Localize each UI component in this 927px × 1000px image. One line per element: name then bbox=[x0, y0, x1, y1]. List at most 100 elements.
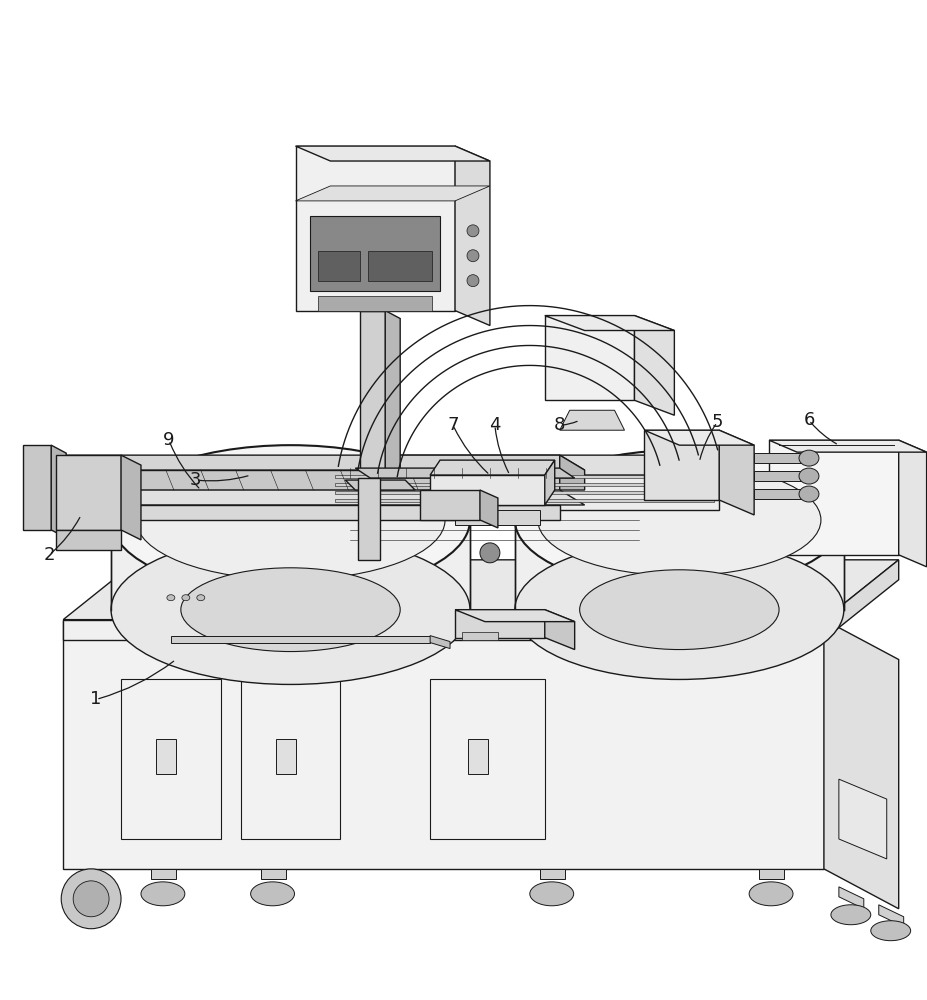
Polygon shape bbox=[754, 471, 808, 481]
Polygon shape bbox=[559, 455, 584, 490]
Polygon shape bbox=[634, 316, 674, 415]
Polygon shape bbox=[429, 475, 544, 505]
Polygon shape bbox=[559, 410, 624, 430]
Ellipse shape bbox=[141, 882, 184, 906]
Ellipse shape bbox=[579, 570, 778, 650]
Polygon shape bbox=[544, 610, 574, 650]
Ellipse shape bbox=[798, 450, 818, 466]
Ellipse shape bbox=[830, 905, 870, 925]
Polygon shape bbox=[63, 560, 897, 620]
Polygon shape bbox=[260, 869, 286, 879]
Polygon shape bbox=[823, 620, 897, 909]
Polygon shape bbox=[151, 869, 176, 879]
Polygon shape bbox=[429, 679, 544, 839]
Polygon shape bbox=[897, 440, 926, 567]
Text: 6: 6 bbox=[803, 411, 814, 429]
Polygon shape bbox=[63, 620, 823, 640]
Polygon shape bbox=[838, 887, 863, 909]
Polygon shape bbox=[718, 430, 754, 515]
Polygon shape bbox=[171, 636, 429, 643]
Polygon shape bbox=[355, 468, 574, 478]
Polygon shape bbox=[335, 499, 714, 502]
Polygon shape bbox=[32, 455, 584, 470]
Polygon shape bbox=[643, 430, 718, 500]
Polygon shape bbox=[57, 530, 121, 550]
Polygon shape bbox=[429, 460, 554, 475]
Ellipse shape bbox=[73, 881, 109, 917]
Polygon shape bbox=[121, 455, 141, 540]
Ellipse shape bbox=[466, 275, 478, 287]
Polygon shape bbox=[335, 475, 714, 478]
Ellipse shape bbox=[798, 468, 818, 484]
Polygon shape bbox=[878, 905, 903, 927]
Polygon shape bbox=[544, 316, 634, 400]
Polygon shape bbox=[318, 251, 360, 281]
Polygon shape bbox=[462, 632, 498, 640]
Text: 5: 5 bbox=[711, 413, 722, 431]
Text: 1: 1 bbox=[90, 690, 102, 708]
Polygon shape bbox=[544, 316, 674, 331]
Polygon shape bbox=[467, 739, 488, 774]
Polygon shape bbox=[454, 610, 574, 622]
Ellipse shape bbox=[466, 225, 478, 237]
Polygon shape bbox=[758, 869, 783, 879]
Polygon shape bbox=[318, 296, 432, 311]
Polygon shape bbox=[754, 453, 808, 463]
Ellipse shape bbox=[136, 460, 445, 580]
Polygon shape bbox=[111, 520, 469, 610]
Ellipse shape bbox=[798, 486, 818, 502]
Polygon shape bbox=[368, 251, 432, 281]
Polygon shape bbox=[479, 490, 498, 528]
Text: 9: 9 bbox=[163, 431, 174, 449]
Polygon shape bbox=[121, 679, 221, 839]
Polygon shape bbox=[32, 490, 584, 505]
Ellipse shape bbox=[111, 445, 469, 595]
Ellipse shape bbox=[748, 882, 793, 906]
Text: 7: 7 bbox=[447, 416, 458, 434]
Polygon shape bbox=[544, 460, 554, 505]
Ellipse shape bbox=[529, 882, 573, 906]
Polygon shape bbox=[514, 520, 843, 610]
Polygon shape bbox=[643, 430, 754, 445]
Polygon shape bbox=[385, 311, 400, 478]
Polygon shape bbox=[32, 505, 559, 520]
Polygon shape bbox=[335, 491, 714, 494]
Polygon shape bbox=[838, 779, 886, 859]
Text: 2: 2 bbox=[44, 546, 55, 564]
Ellipse shape bbox=[181, 568, 400, 652]
Ellipse shape bbox=[466, 250, 478, 262]
Polygon shape bbox=[23, 445, 51, 530]
Ellipse shape bbox=[111, 535, 469, 684]
Ellipse shape bbox=[250, 882, 294, 906]
Polygon shape bbox=[51, 445, 66, 538]
Polygon shape bbox=[823, 560, 897, 640]
Text: 8: 8 bbox=[553, 416, 565, 434]
Polygon shape bbox=[311, 216, 439, 291]
Polygon shape bbox=[454, 510, 540, 525]
Ellipse shape bbox=[167, 595, 174, 601]
Polygon shape bbox=[295, 146, 489, 161]
Polygon shape bbox=[63, 620, 823, 869]
Polygon shape bbox=[420, 490, 479, 520]
Polygon shape bbox=[330, 475, 718, 510]
Polygon shape bbox=[330, 455, 758, 475]
Polygon shape bbox=[295, 186, 489, 201]
Polygon shape bbox=[57, 455, 121, 530]
Polygon shape bbox=[275, 739, 295, 774]
Polygon shape bbox=[454, 610, 544, 638]
Ellipse shape bbox=[514, 450, 843, 590]
Polygon shape bbox=[156, 739, 176, 774]
Text: 3: 3 bbox=[190, 471, 201, 489]
Ellipse shape bbox=[182, 595, 190, 601]
Polygon shape bbox=[768, 440, 926, 452]
Polygon shape bbox=[32, 470, 559, 490]
Text: 4: 4 bbox=[489, 416, 501, 434]
Ellipse shape bbox=[197, 595, 205, 601]
Polygon shape bbox=[540, 869, 565, 879]
Ellipse shape bbox=[514, 540, 843, 679]
Polygon shape bbox=[345, 480, 414, 490]
Polygon shape bbox=[454, 146, 489, 326]
Polygon shape bbox=[360, 311, 385, 470]
Ellipse shape bbox=[870, 921, 909, 941]
Ellipse shape bbox=[538, 464, 820, 576]
